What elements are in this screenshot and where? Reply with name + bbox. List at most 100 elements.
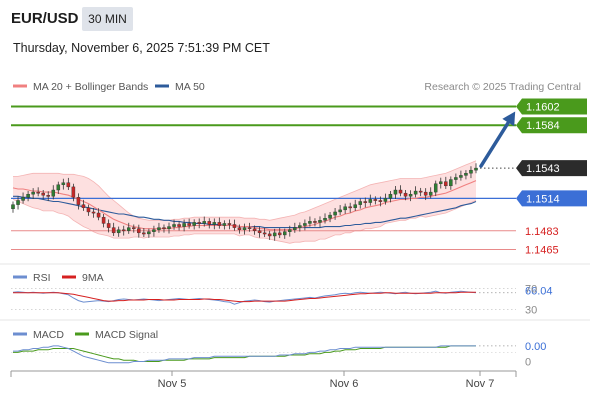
candle-body	[418, 190, 423, 193]
candle-body	[202, 221, 206, 224]
candle-body	[142, 232, 146, 235]
candle-body	[46, 195, 50, 197]
candle-body	[167, 226, 171, 229]
price-plot: 1.1602 1.1584 1.1543 1.1514 1.1483 1.1465	[11, 98, 587, 257]
level-price-tag-current	[516, 160, 587, 177]
candle-body	[81, 204, 86, 208]
candle-body	[469, 169, 473, 174]
macd-signal-line	[13, 345, 476, 362]
candle-body	[162, 227, 166, 230]
candle-body	[373, 199, 378, 201]
level-price-tag-pivot	[516, 190, 587, 207]
level-label-current: 1.1543	[526, 163, 560, 175]
bollinger-band-fill	[13, 160, 476, 244]
x-axis-label: Nov 5	[158, 378, 187, 390]
macd-legend-label: MACD	[33, 329, 64, 341]
candle-body	[192, 222, 196, 226]
candle-body	[293, 227, 297, 230]
level-label-pivot: 1.1514	[526, 193, 560, 205]
x-axis: Nov 5 Nov 6 Nov 7	[10, 371, 517, 390]
candle-body	[368, 199, 373, 203]
bollinger-upper-line	[13, 160, 477, 221]
candle-body	[403, 192, 408, 197]
candle-body	[96, 212, 101, 218]
candle-body	[51, 189, 56, 197]
candle-body	[288, 229, 292, 232]
candle-body	[459, 175, 463, 178]
candle-body	[227, 223, 232, 225]
x-axis-label: Nov 6	[330, 378, 359, 390]
candle-body	[393, 189, 398, 195]
level-price-tag-resistance	[516, 117, 587, 134]
candle-body	[272, 232, 277, 237]
candle-body	[232, 224, 237, 228]
candle-body	[126, 227, 131, 231]
candle-body	[157, 227, 161, 230]
macd-plot: 0.00 0	[11, 341, 546, 368]
chart-header: EUR/USD 30 MIN Thursday, November 6, 202…	[0, 0, 590, 70]
candle-body	[66, 182, 71, 188]
candle-body	[267, 233, 272, 237]
candle-body	[242, 227, 247, 230]
candle-body	[353, 204, 357, 208]
candle-body	[454, 177, 458, 180]
candle-body	[187, 223, 191, 226]
candle-body	[333, 211, 337, 216]
candle-body	[182, 223, 186, 227]
candle-body	[378, 200, 383, 202]
candle-body	[152, 229, 156, 232]
candle-body	[343, 206, 347, 211]
candle-body	[106, 223, 111, 228]
candle-body	[21, 197, 25, 201]
candle-body	[177, 224, 181, 227]
candle-body	[56, 184, 61, 191]
candle-body	[328, 214, 332, 219]
rsi-ma-line	[13, 291, 476, 303]
candle-body	[277, 232, 282, 236]
rsi-tick-label: 66.04	[525, 286, 553, 298]
candle-body	[398, 189, 403, 194]
candle-body	[444, 181, 448, 187]
candle-body	[363, 201, 368, 203]
level-label-resistance: 1.1584	[526, 120, 560, 132]
candle-body	[172, 224, 176, 227]
candle-body	[433, 183, 438, 193]
candle-body	[212, 222, 217, 225]
projection-arrow-shaft	[479, 114, 514, 168]
candle-body	[11, 204, 15, 210]
candle-body	[41, 192, 45, 196]
macd-line	[13, 345, 476, 364]
candle-body	[36, 191, 40, 194]
candle-body	[26, 193, 30, 198]
candle-body	[101, 216, 106, 224]
candle-body	[86, 207, 91, 213]
candle-body	[358, 201, 363, 205]
candle-body	[303, 223, 307, 226]
rsi-tick-label: 70	[525, 284, 537, 296]
bollinger-lower-line	[12, 199, 477, 244]
rsi-plot: 66.04 30 70	[11, 284, 553, 316]
ma20-legend-label: MA 20 + Bollinger Bands	[33, 81, 148, 93]
candle-body	[313, 221, 317, 223]
candle-body	[298, 225, 302, 228]
candle-body	[137, 228, 141, 234]
symbol-title: EUR/USD	[11, 10, 79, 27]
x-axis-label: Nov 7	[466, 378, 495, 390]
candle-body	[474, 167, 478, 171]
candle-body	[252, 228, 257, 231]
candle-body	[217, 222, 222, 226]
candle-body	[31, 191, 35, 195]
candle-body	[91, 211, 96, 214]
candle-body	[449, 179, 453, 187]
candle-body	[423, 191, 428, 196]
candle-body	[318, 220, 322, 223]
datetime-label: Thursday, November 6, 2025 7:51:39 PM CE…	[13, 41, 270, 55]
macd-signal-legend-label: MACD Signal	[95, 329, 158, 341]
rsi-ma-legend-label: 9MA	[82, 272, 104, 284]
timeframe-button[interactable]: 30 MIN	[82, 7, 133, 31]
candle-body	[439, 181, 443, 184]
candle-body	[147, 231, 151, 235]
candle-body	[428, 191, 433, 196]
candle-body	[257, 230, 262, 234]
level-label-resistance: 1.1602	[526, 101, 560, 113]
